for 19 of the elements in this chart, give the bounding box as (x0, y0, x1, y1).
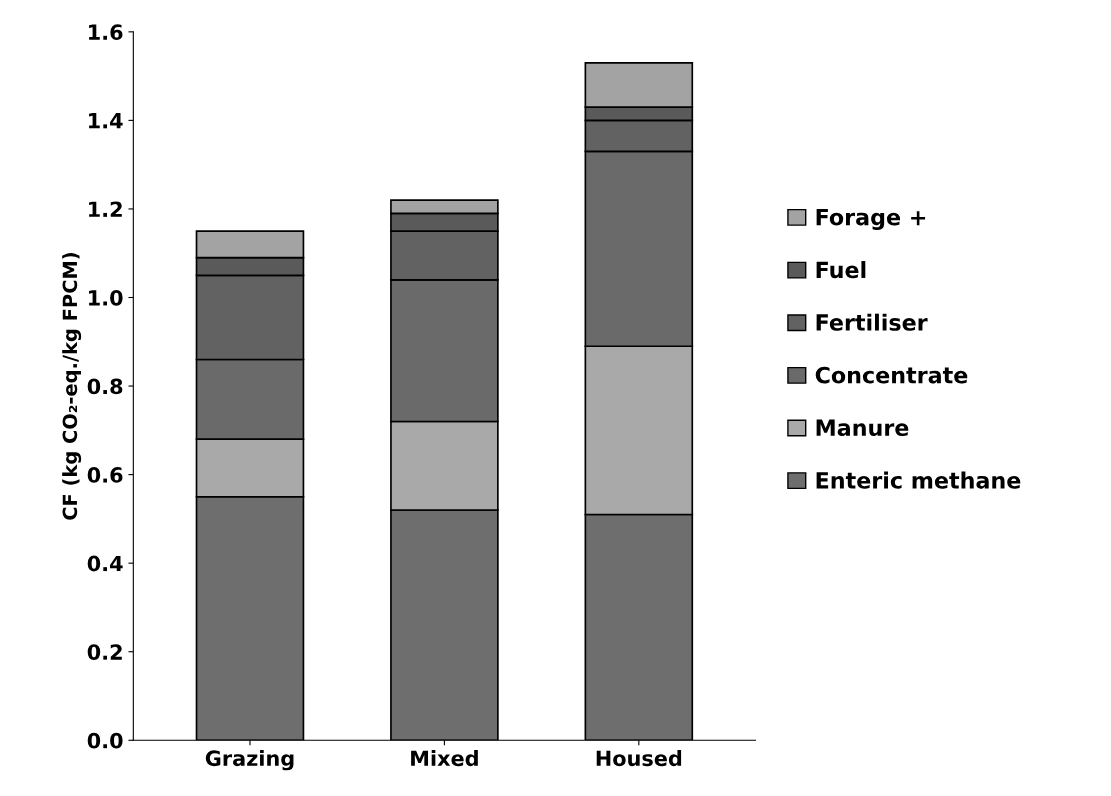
legend-label: Fuel (816, 261, 866, 279)
y-tick-label: 1.4 (89, 113, 123, 129)
legend-label: Fertiliser (816, 313, 928, 331)
y-axis-title: CF (kg CO₂-eq./kg FPCM) (62, 253, 82, 520)
x-tick-label: Housed (596, 750, 682, 767)
y-tick-label: 1.0 (89, 289, 123, 306)
y-tick-label: 0.2 (87, 644, 122, 660)
legend-label: Manure (816, 419, 909, 437)
y-tick-label: 1.2 (89, 201, 122, 217)
y-tick-label: 0.0 (87, 732, 123, 749)
y-tick-label: 0.8 (87, 378, 123, 395)
x-tick-label: Grazing (205, 750, 294, 771)
y-tick-label: 1.6 (89, 24, 123, 41)
y-tick-label: 0.4 (87, 555, 123, 572)
legend-label: Concentrate (815, 366, 968, 384)
legend-label: Forage + (816, 208, 926, 230)
y-tick-label: 0.6 (87, 467, 123, 483)
legend-label: Enteric methane (816, 471, 1021, 489)
x-tick-label: Mixed (411, 750, 478, 767)
